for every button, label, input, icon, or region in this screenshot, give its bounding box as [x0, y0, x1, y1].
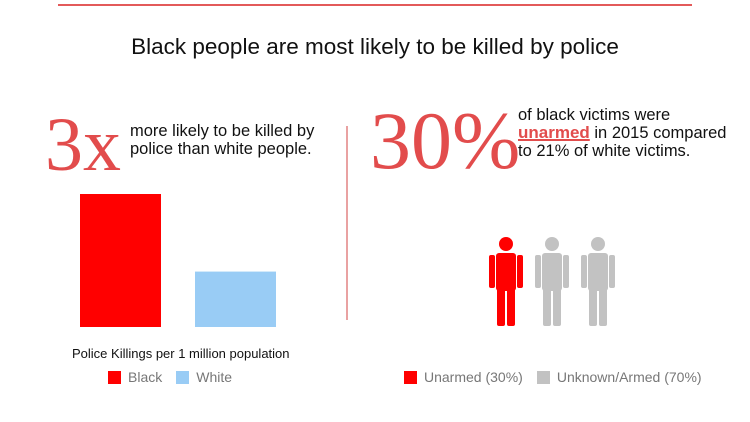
person-icon-unknown-armed: [535, 237, 569, 326]
person-icon-unknown-armed: [581, 237, 615, 326]
legend-label-white: White: [196, 369, 233, 385]
stat-right-text-after: in 2015 compared to 21% of white victims…: [518, 124, 727, 160]
legend-swatch-black: [108, 370, 121, 384]
legend-label-unarmed: Unarmed (30%): [424, 369, 523, 385]
pictogram-legend: Unarmed (30%) Unknown/Armed (70%): [404, 369, 716, 385]
bar-black: [80, 194, 161, 327]
stat-left-text: more likely to be killed by police than …: [130, 122, 315, 158]
chart-caption: Police Killings per 1 million population: [72, 346, 290, 361]
big-stat-3x: 3x: [45, 103, 121, 187]
legend-item-unknown-armed: Unknown/Armed (70%): [536, 369, 702, 385]
top-rule: [58, 4, 692, 6]
big-stat-30-percent: 30%: [370, 95, 521, 186]
section-divider: [346, 126, 348, 320]
legend-swatch-unknown-armed: [536, 370, 550, 384]
page-title: Black people are most likely to be kille…: [131, 34, 619, 59]
legend-item-white: White: [176, 369, 232, 385]
legend-item-unarmed: Unarmed (30%): [404, 369, 523, 385]
legend-label-unknown-armed: Unknown/Armed (70%): [556, 369, 702, 385]
stat-right-text-before: of black victims were: [518, 106, 671, 124]
stat-right-emphasis: unarmed: [518, 123, 590, 142]
legend-item-black: Black: [108, 369, 162, 385]
stat-right-text: of black victims were unarmed in 2015 co…: [518, 106, 738, 160]
bar-white: [195, 271, 276, 327]
person-icon-unarmed: [489, 237, 523, 326]
legend-swatch-unarmed: [404, 370, 417, 384]
legend-label-black: Black: [128, 369, 163, 385]
legend-swatch-white: [176, 370, 190, 384]
bar-chart-legend: Black White: [108, 369, 246, 385]
person-pictogram: [488, 236, 626, 326]
